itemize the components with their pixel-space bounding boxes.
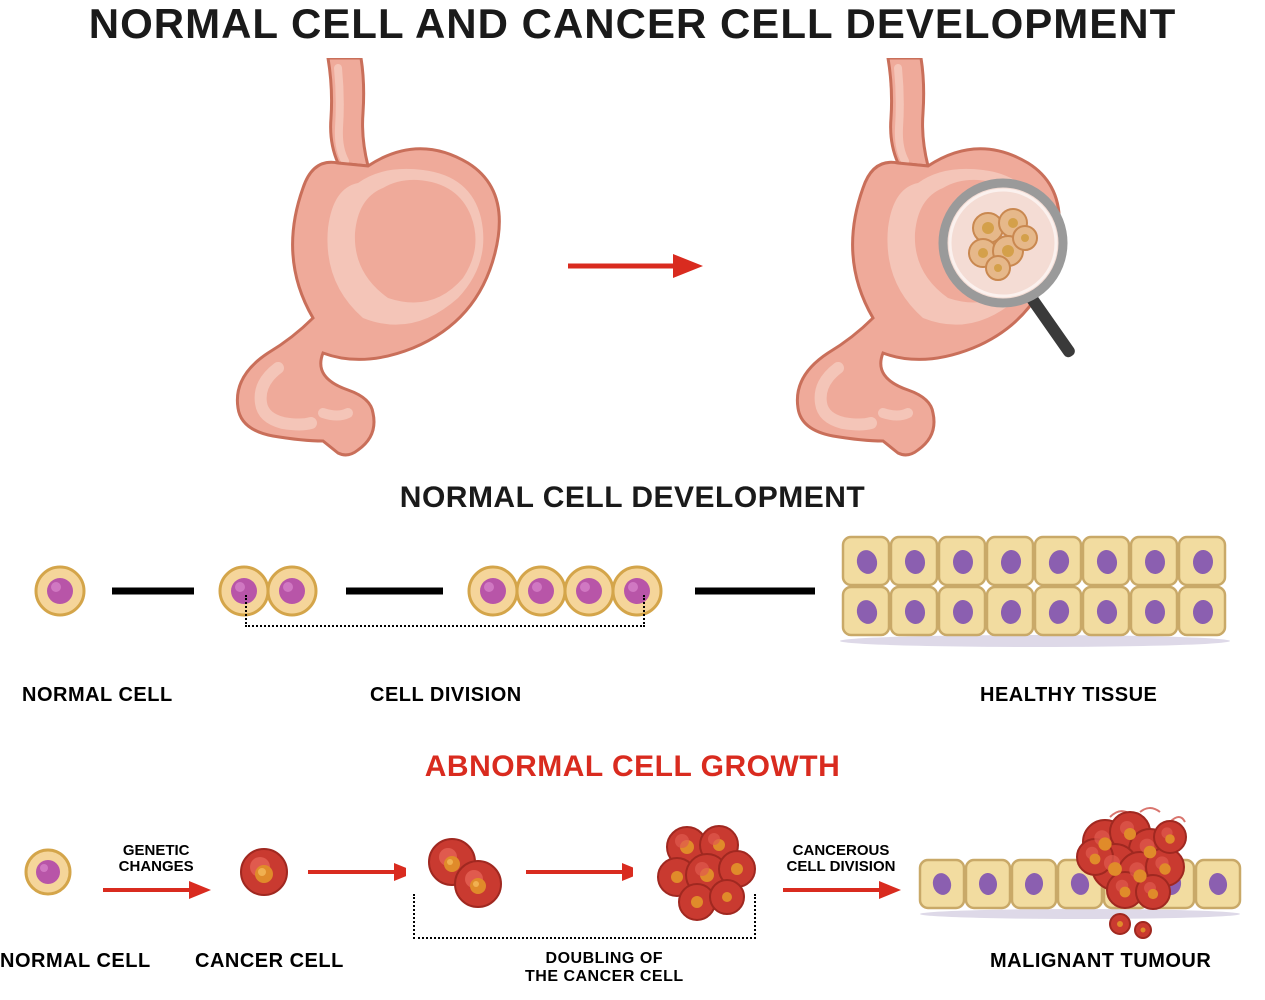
arrow-icon — [110, 576, 194, 606]
arrow-icon — [693, 576, 815, 606]
normal-development-row — [0, 533, 1265, 648]
magnifier-icon — [933, 173, 1103, 363]
normal-cell-label: NORMAL CELL — [22, 684, 173, 707]
cell-division-bracket — [245, 595, 645, 627]
normal-labels-row: NORMAL CELL CELL DIVISION HEALTHY TISSUE — [0, 680, 1265, 710]
normal-cell-stage — [30, 561, 90, 621]
abnormal-labels-row: NORMAL CELL CANCER CELL DOUBLING OF THE … — [0, 950, 1265, 1000]
stomach-comparison-row — [0, 58, 1265, 473]
abnormal-growth-row: GENETIC CHANGES — [0, 802, 1265, 942]
doubling-label: DOUBLING OF THE CANCER CELL — [525, 950, 684, 987]
cancer-cell-label: CANCER CELL — [195, 950, 344, 973]
cell-division-label: CELL DIVISION — [370, 684, 522, 707]
healthy-tissue-stage — [835, 533, 1235, 648]
red-arrow-icon — [781, 878, 901, 902]
arrow-stomach-transition — [563, 246, 703, 286]
stomach-cancer — [743, 58, 1083, 473]
healthy-tissue-label: HEALTHY TISSUE — [980, 684, 1157, 707]
abnormal-section-heading: ABNORMAL CELL GROWTH — [0, 750, 1265, 784]
cancer-cell-stage — [236, 844, 292, 900]
stomach-normal — [183, 58, 523, 473]
doubling-bracket — [413, 894, 756, 939]
red-arrow-icon — [524, 860, 633, 884]
genetic-changes-label: GENETIC CHANGES — [90, 843, 222, 876]
malignant-tumour-label: MALIGNANT TUMOUR — [990, 950, 1211, 973]
main-title: NORMAL CELL AND CANCER CELL DEVELOPMENT — [0, 0, 1265, 48]
abnormal-start-cell — [20, 844, 76, 900]
normal-section-heading: NORMAL CELL DEVELOPMENT — [0, 481, 1265, 515]
red-arrow-icon — [101, 878, 211, 902]
red-arrow-icon — [306, 860, 406, 884]
cancerous-division-label: CANCEROUS CELL DIVISION — [787, 843, 896, 876]
malignant-tumour-stage — [915, 802, 1245, 942]
abnormal-normal-cell-label: NORMAL CELL — [0, 950, 151, 973]
